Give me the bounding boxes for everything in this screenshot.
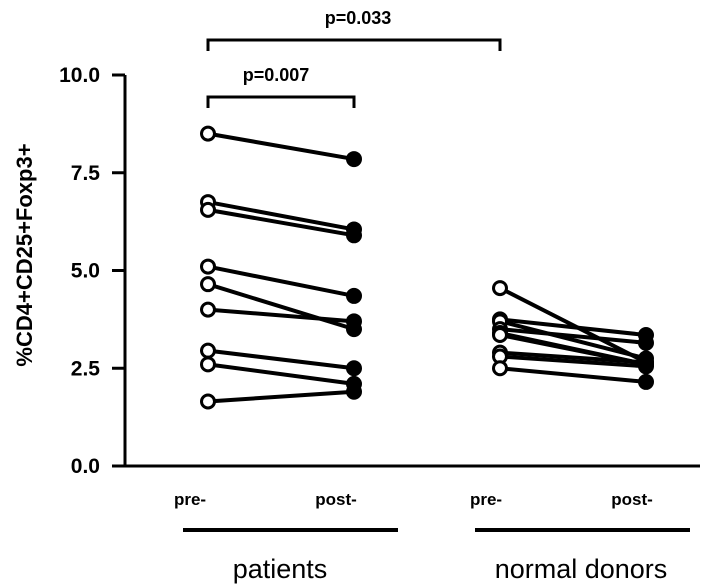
pair-line [499,319,647,361]
pre-point [200,356,216,373]
x-category-label: pre- [174,490,206,509]
pair-line [207,307,355,324]
pair-line [207,200,355,232]
significance-bracket [206,95,356,108]
pair-line [207,264,355,298]
pre-point [200,301,216,318]
x-category-label: post- [315,490,357,509]
y-tick-label: 5.0 [71,260,100,283]
group-label: normal donors [495,554,668,584]
pair-line [207,207,355,238]
pre-point [200,258,216,275]
y-tick-label: 2.5 [71,357,101,380]
pre-point [492,360,508,377]
post-point [346,151,362,168]
post-point [638,373,654,390]
pair-line [499,366,647,384]
pre-point [492,280,508,297]
p-value-label: p=0.033 [325,8,392,28]
pair-line [207,282,355,332]
pre-point [200,276,216,293]
y-tick-label: 7.5 [71,162,101,185]
x-category-label: pre- [470,490,502,509]
x-axis-labels: pre-post-pre-post-patients normal donors [174,490,690,584]
pair-line [499,317,647,338]
pre-point [200,125,216,142]
post-point [346,227,362,244]
y-axis-ticks: 0.0 2.5 5.0 7.5 10.0 [59,64,125,478]
y-tick-label: 0.0 [71,455,100,478]
pair-line [499,354,647,369]
significance-annotations: p=0.007 p=0.033 [206,8,502,108]
pre-point [200,393,216,410]
group-normal-donors [492,280,654,390]
x-category-label: post- [611,490,653,509]
p-value-label: p=0.007 [243,65,310,85]
y-tick-label: 10.0 [59,64,100,87]
post-point [346,383,362,400]
pre-point [200,342,216,359]
pair-line [207,389,355,404]
paired-lines [200,125,654,410]
y-axis-label: %CD4+CD25+Foxp3+ [12,143,37,366]
group-label: patients [233,554,328,584]
pre-point [200,201,216,218]
pair-line [207,131,355,162]
significance-bracket [206,38,502,51]
post-point [346,360,362,377]
post-point [346,313,362,330]
pair-line [499,350,647,365]
pair-line [207,362,355,386]
post-point [346,287,362,304]
pair-line [499,327,647,345]
post-point [638,358,654,375]
post-point [638,334,654,351]
pair-line [207,348,355,371]
group-patients [200,125,362,410]
pre-point [492,327,508,344]
